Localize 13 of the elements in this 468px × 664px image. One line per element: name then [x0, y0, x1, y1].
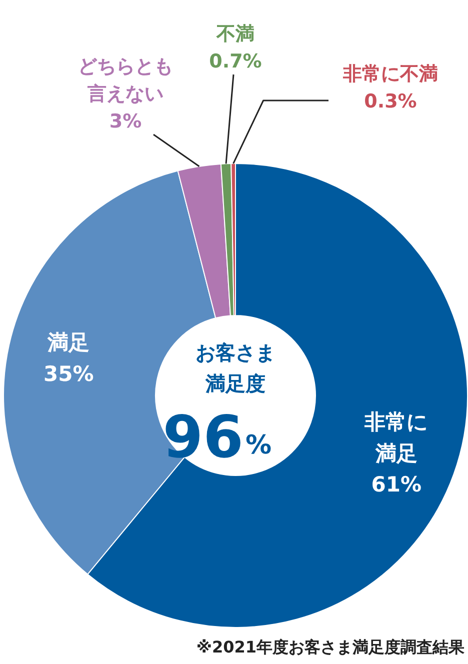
- data-label: 0.3%: [364, 90, 417, 112]
- slice-label: どちらとも言えない: [78, 56, 173, 105]
- text: お客さま満足度: [196, 340, 276, 396]
- text: 96%: [162, 403, 272, 471]
- slice-label: 満足: [46, 330, 90, 355]
- slice-label: 不満: [216, 23, 254, 45]
- data-label: 0.7%: [209, 50, 262, 72]
- text: ※2021年度お客さま満足度調査結果: [196, 638, 466, 656]
- slice-label: 非常に満足: [363, 410, 428, 466]
- data-label: 35%: [43, 362, 94, 386]
- data-label: 61%: [371, 472, 422, 497]
- data-label: 3%: [109, 110, 142, 132]
- slice-label: 非常に不満: [342, 63, 438, 85]
